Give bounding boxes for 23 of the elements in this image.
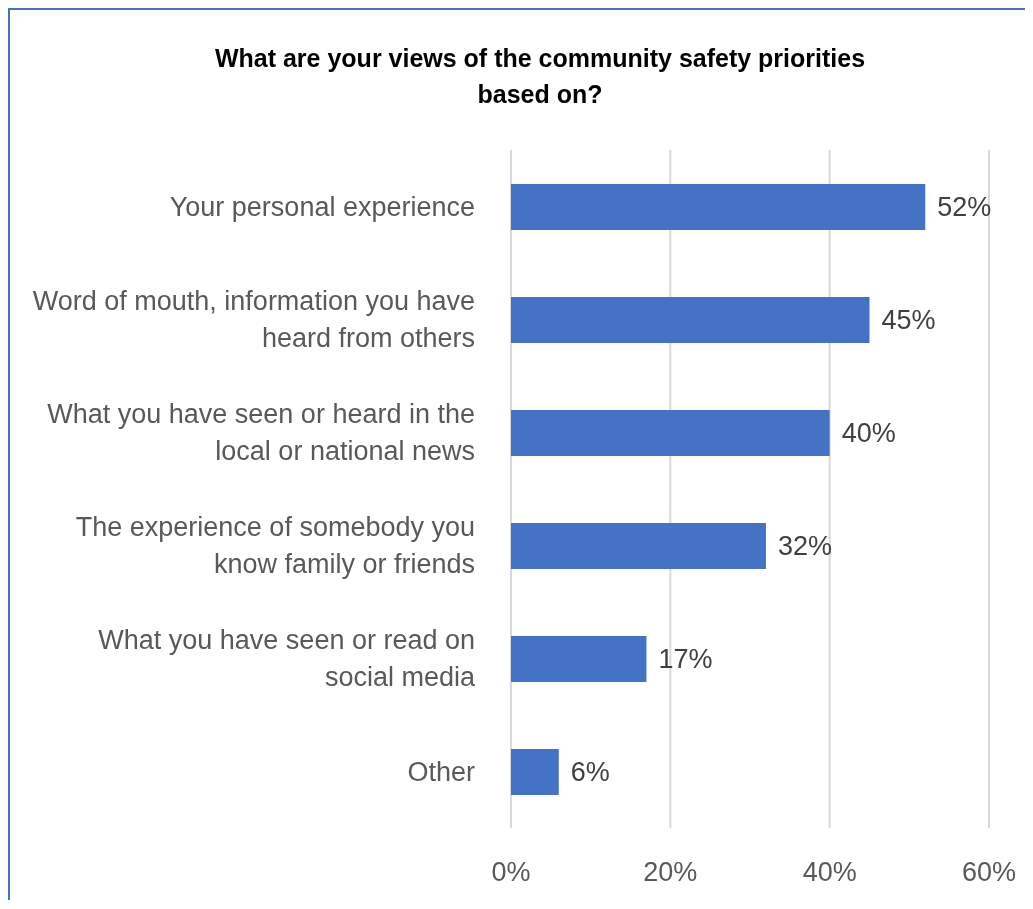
y-tick-label: The experience of somebody you know family or friends — [75, 512, 475, 579]
x-tick-label: 20% — [643, 857, 698, 888]
x-tick-label: 40% — [802, 857, 857, 888]
bar — [511, 523, 766, 569]
x-tick-label: 0% — [491, 857, 531, 888]
y-tick-label: What you have seen or heard in the local or national news — [47, 399, 475, 466]
y-tick-label: Word of mouth, information you have heard from others — [32, 286, 475, 353]
chart-title: What are your views of the community safety priorities based on? — [213, 43, 867, 110]
data-label: 45% — [881, 305, 936, 335]
bar — [511, 636, 647, 682]
data-label: 40% — [841, 418, 896, 448]
data-label: 32% — [777, 531, 832, 561]
y-tick-label: Other — [407, 756, 475, 787]
bar — [511, 410, 830, 456]
data-label: 52% — [937, 192, 992, 222]
y-tick-label: Your personal experience — [169, 191, 475, 222]
bar — [511, 297, 870, 343]
bar — [511, 184, 926, 230]
data-label: 6% — [570, 757, 610, 787]
bar — [511, 749, 559, 795]
data-label: 17% — [658, 644, 713, 674]
y-tick-label: What you have seen or read on social media — [98, 625, 476, 692]
x-tick-label: 60% — [961, 857, 1017, 888]
